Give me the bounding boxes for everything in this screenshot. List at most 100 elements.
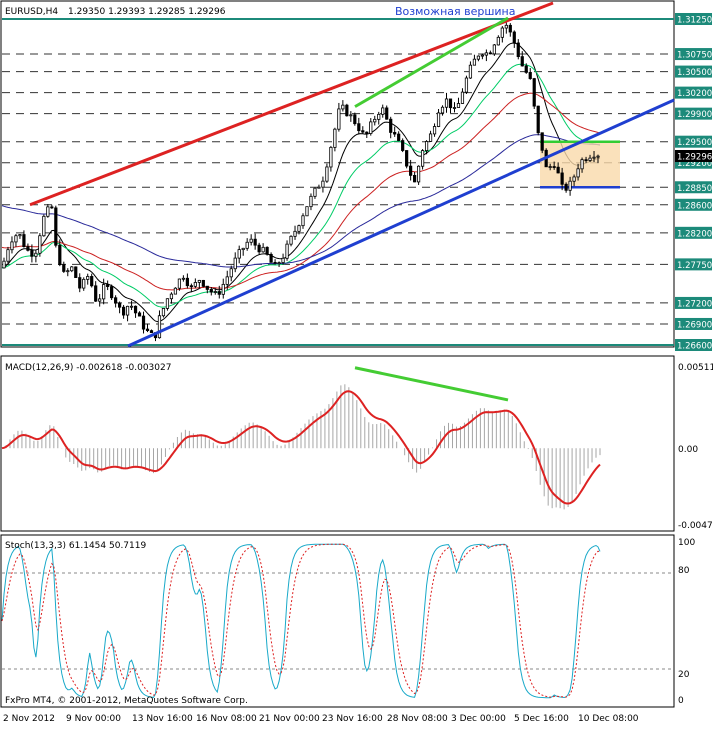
moving-averages [1, 42, 601, 323]
candle-body [233, 257, 237, 270]
candle-body [460, 91, 465, 104]
trendlines[interactable] [29, 1, 675, 348]
macd-indicator [1, 366, 601, 510]
header-ohlc: 1.29350 1.29393 1.29285 1.29296 [68, 7, 226, 17]
stoch-signal-line [1, 543, 601, 698]
candle-body [94, 285, 98, 302]
price-label-box [675, 107, 712, 120]
candle-body [213, 291, 217, 293]
price-label-box [675, 86, 712, 99]
price-label: 1.30750 [677, 51, 712, 61]
candle-body [257, 244, 261, 253]
price-panel-frame [0, 0, 675, 348]
candle-body [500, 27, 504, 38]
candle-body [496, 36, 500, 46]
price-divergence-line [354, 16, 509, 108]
candle-body [349, 114, 353, 117]
candle-body [98, 298, 102, 302]
candle-body [596, 155, 600, 158]
price-label-box [675, 339, 712, 351]
time-axis: 2 Nov 2012 9 Nov 00:00 13 Nov 16:00 16 N… [3, 714, 639, 724]
candle-body [568, 180, 572, 191]
candle-body [428, 133, 433, 142]
candle-body [532, 78, 536, 107]
candle-body [273, 261, 277, 264]
candle-body [389, 118, 393, 133]
price-label: 1.30200 [677, 89, 712, 99]
candle-body [584, 159, 588, 162]
candle-body [181, 277, 185, 280]
candle-body [173, 287, 178, 295]
candle-body [62, 264, 66, 272]
resistance-trendline [29, 1, 554, 207]
candle-body [484, 52, 488, 56]
header-symbol: EURUSD,H4 [5, 7, 58, 17]
price-label-box [675, 135, 712, 148]
ma-fast-line [1, 42, 601, 323]
copyright-text: FxPro MT4, © 2001-2012, MetaQuotes Softw… [5, 696, 248, 706]
candle-body [512, 31, 516, 44]
time-label: 23 Nov 16:00 [322, 714, 383, 724]
candle-body [253, 238, 257, 246]
price-grid-lines [2, 18, 674, 346]
macd-divergence-line [354, 366, 509, 402]
candle-body [2, 260, 6, 269]
candle-body [129, 305, 134, 308]
candle-body [468, 64, 473, 79]
candle-body [333, 128, 337, 148]
candle-body [289, 235, 293, 245]
candle-body [185, 277, 189, 287]
candle-body [221, 283, 225, 295]
candle-body [377, 113, 381, 120]
price-label: 1.29900 [677, 110, 712, 120]
price-label: 1.28600 [677, 201, 712, 211]
candle-body [145, 328, 150, 332]
candle-body [405, 150, 409, 167]
candle-body [66, 270, 70, 273]
candle-body [245, 241, 249, 249]
candle-body [197, 279, 201, 283]
macd-label: MACD(12,26,9) -0.002618 -0.003027 [5, 363, 171, 373]
candle-body [133, 305, 138, 314]
candle-body [488, 52, 492, 55]
time-label: 13 Nov 16:00 [132, 714, 193, 724]
stoch-label: Stoch(13,3,3) 61.1454 50.7119 [5, 541, 146, 551]
time-label: 2 Nov 2012 [3, 714, 55, 724]
candle-body [209, 289, 213, 293]
candle-body [329, 146, 333, 168]
candle-body [165, 298, 170, 309]
candle-body [201, 279, 205, 287]
consolidation-box [540, 141, 620, 188]
candle-body [121, 306, 126, 316]
candle-body [524, 65, 528, 73]
stoch-axis-80: 80 [678, 566, 690, 576]
stoch-main-line [1, 543, 601, 699]
candle-body [508, 24, 512, 33]
candle-body [141, 315, 146, 330]
candle-body [149, 330, 154, 333]
candle-body [417, 165, 421, 183]
candle-body [373, 118, 377, 123]
candle-body [269, 253, 273, 263]
candle-body [452, 107, 457, 109]
candle-body [552, 166, 556, 168]
candle-body [313, 187, 317, 197]
ma-long-line [1, 134, 601, 268]
time-label: 10 Dec 08:00 [578, 714, 639, 724]
stochastic-indicator [1, 543, 674, 699]
candle-body [361, 130, 365, 133]
candle-body [472, 58, 477, 66]
candle-body [540, 132, 544, 151]
time-label: 21 Nov 00:00 [259, 714, 320, 724]
candle-body [277, 262, 281, 264]
candle-body [420, 150, 425, 167]
candle-body [193, 282, 197, 287]
price-label-box [675, 296, 712, 309]
candle-body [476, 55, 481, 60]
candle-body [42, 215, 46, 237]
candle-body [369, 121, 373, 134]
candle-body [189, 285, 193, 288]
candle-body [229, 268, 233, 278]
